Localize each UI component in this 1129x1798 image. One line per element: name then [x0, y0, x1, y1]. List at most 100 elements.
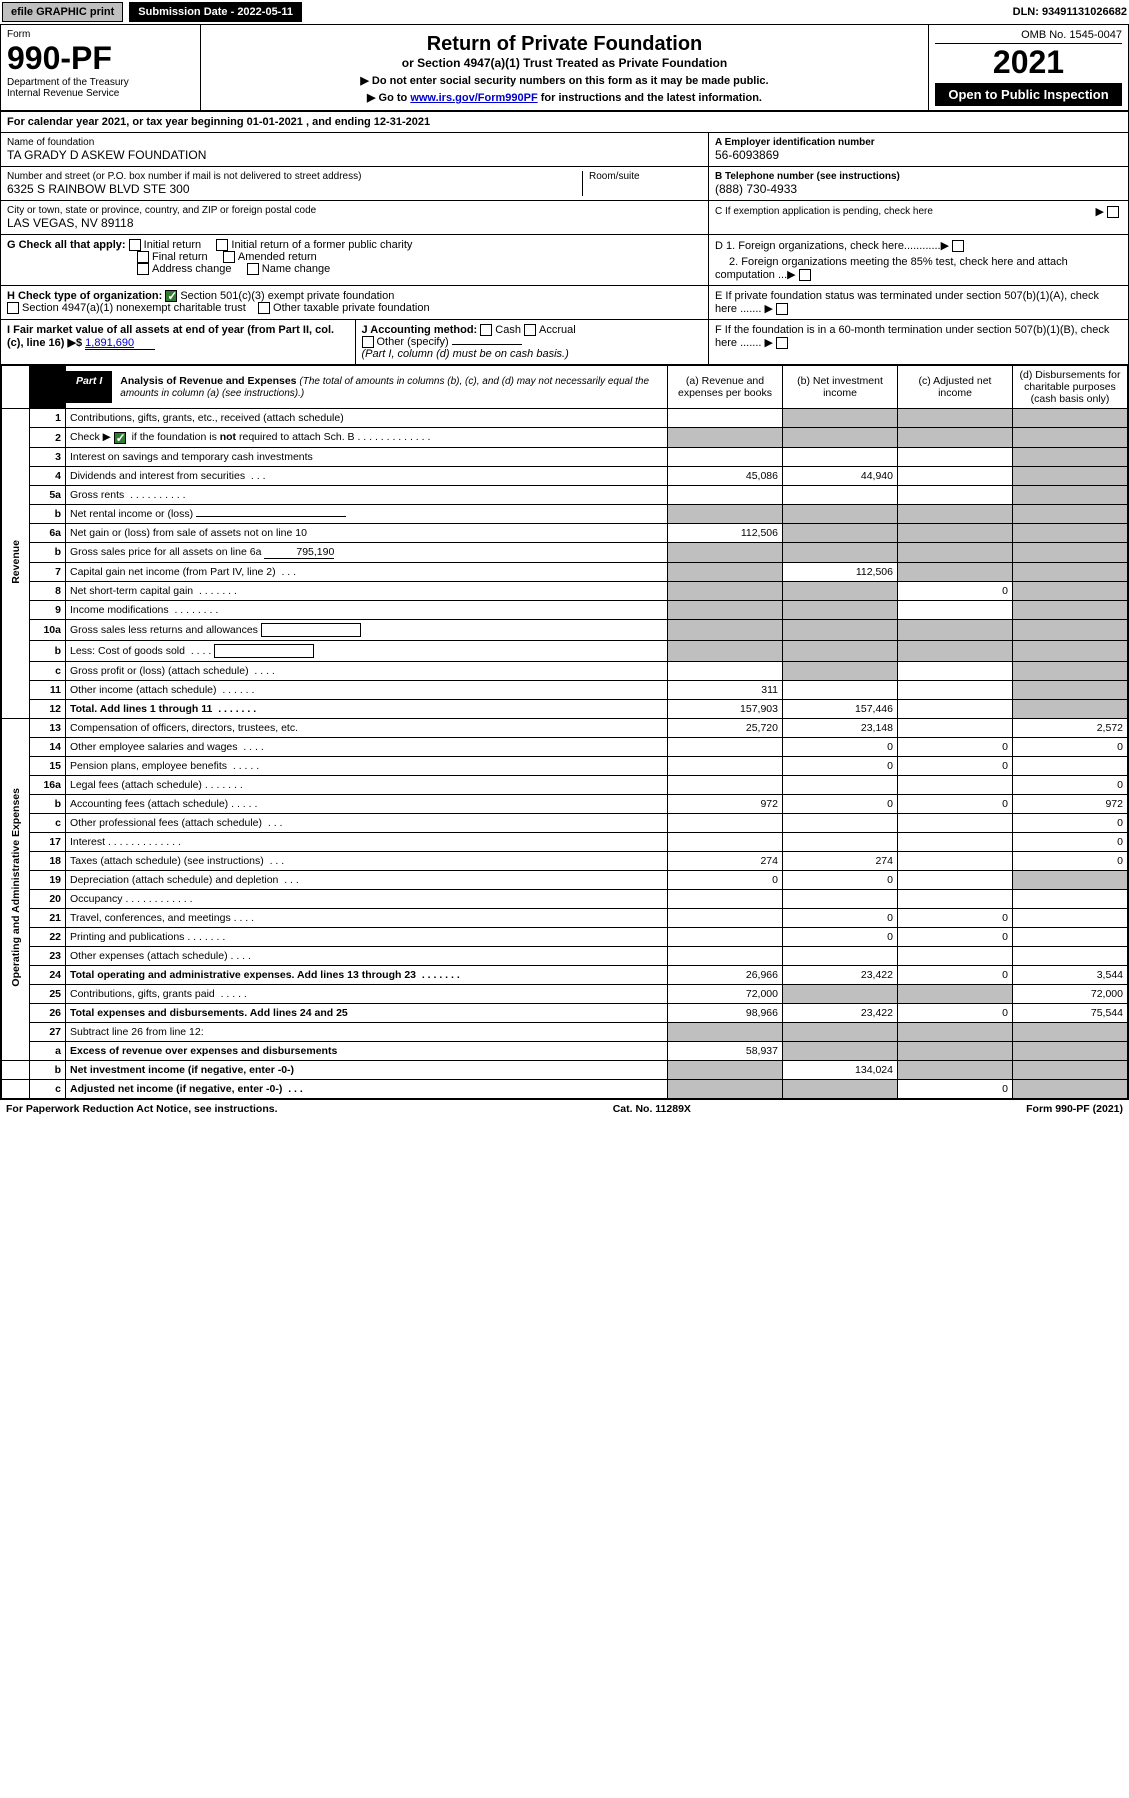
line-10c-desc: Gross profit or (loss) (attach schedule)…: [66, 661, 668, 680]
tax-year: 2021: [935, 44, 1122, 81]
line-3-desc: Interest on savings and temporary cash i…: [66, 447, 668, 466]
table-row: 17Interest . . . . . . . . . . . . .0: [2, 832, 1128, 851]
irs-label: Internal Revenue Service: [7, 88, 194, 99]
dln-label: DLN: 93491131026682: [1013, 6, 1127, 18]
e-checkbox[interactable]: [776, 303, 788, 315]
line-16a-num: 16a: [30, 775, 66, 794]
g-amended-checkbox[interactable]: [223, 251, 235, 263]
line-4-a: 45,086: [668, 466, 783, 485]
table-row: 10aGross sales less returns and allowanc…: [2, 619, 1128, 640]
line-24-d: 3,544: [1013, 965, 1128, 984]
line-10c-num: c: [30, 661, 66, 680]
table-row: 5aGross rents . . . . . . . . . .: [2, 485, 1128, 504]
line-27a-num: a: [30, 1041, 66, 1060]
line-23-num: 23: [30, 946, 66, 965]
line-24-b: 23,422: [783, 965, 898, 984]
line-18-b: 274: [783, 851, 898, 870]
c-checkbox[interactable]: [1107, 206, 1119, 218]
g-former-checkbox[interactable]: [216, 239, 228, 251]
line-21-num: 21: [30, 908, 66, 927]
line-19-b: 0: [783, 870, 898, 889]
line-4-b: 44,940: [783, 466, 898, 485]
line-26-b: 23,422: [783, 1003, 898, 1022]
note-goto-pre: ▶ Go to: [367, 92, 410, 104]
line-6b-num: b: [30, 542, 66, 562]
line-26-desc: Total expenses and disbursements. Add li…: [66, 1003, 668, 1022]
line-8-desc: Net short-term capital gain . . . . . . …: [66, 581, 668, 600]
line-16b-a: 972: [668, 794, 783, 813]
line-16c-desc: Other professional fees (attach schedule…: [66, 813, 668, 832]
line-18-d: 0: [1013, 851, 1128, 870]
line-27-desc: Subtract line 26 from line 12:: [66, 1022, 668, 1041]
line-18-desc: Taxes (attach schedule) (see instruction…: [66, 851, 668, 870]
table-row: 6aNet gain or (loss) from sale of assets…: [2, 523, 1128, 542]
form-word: Form: [7, 29, 194, 40]
line-22-b: 0: [783, 927, 898, 946]
j-label: J Accounting method:: [362, 324, 478, 336]
j-cash-checkbox[interactable]: [480, 324, 492, 336]
line-2-desc: Check ▶ if the foundation is not require…: [66, 428, 668, 447]
h-other-checkbox[interactable]: [258, 302, 270, 314]
j-other-checkbox[interactable]: [362, 336, 374, 348]
schb-checkbox[interactable]: [114, 432, 126, 444]
line-16c-num: c: [30, 813, 66, 832]
line-17-desc: Interest . . . . . . . . . . . . .: [66, 832, 668, 851]
g-initial-checkbox[interactable]: [129, 239, 141, 251]
table-row: 18Taxes (attach schedule) (see instructi…: [2, 851, 1128, 870]
foundation-address: 6325 S RAINBOW BLVD STE 300: [7, 182, 582, 196]
line-12-b: 157,446: [783, 699, 898, 718]
table-row: 25Contributions, gifts, grants paid . . …: [2, 984, 1128, 1003]
line-9-desc: Income modifications . . . . . . . .: [66, 600, 668, 619]
ein-value: 56-6093869: [715, 148, 1122, 162]
line-17-d: 0: [1013, 832, 1128, 851]
form-title: Return of Private Foundation: [207, 33, 922, 56]
part1-tag: Part I: [66, 371, 112, 403]
g-opt-3: Initial return of a former public charit…: [231, 239, 412, 251]
line-21-b: 0: [783, 908, 898, 927]
line-27c-num: c: [30, 1079, 66, 1098]
line-23-desc: Other expenses (attach schedule) . . . .: [66, 946, 668, 965]
line-26-a: 98,966: [668, 1003, 783, 1022]
d1-checkbox[interactable]: [952, 240, 964, 252]
table-row: 15Pension plans, employee benefits . . .…: [2, 756, 1128, 775]
line-24-num: 24: [30, 965, 66, 984]
footer-right: Form 990-PF (2021): [1026, 1103, 1123, 1115]
line-6b-inline: 795,190: [264, 546, 334, 559]
line-13-desc: Compensation of officers, directors, tru…: [66, 718, 668, 737]
efile-badge: efile GRAPHIC print: [2, 2, 123, 22]
line-5b-num: b: [30, 504, 66, 523]
f-checkbox[interactable]: [776, 337, 788, 349]
line-15-c: 0: [898, 756, 1013, 775]
line-21-c: 0: [898, 908, 1013, 927]
line-2-num: 2: [30, 428, 66, 447]
line-13-a: 25,720: [668, 718, 783, 737]
line-27b-num: b: [30, 1060, 66, 1079]
line-26-c: 0: [898, 1003, 1013, 1022]
g-name-checkbox[interactable]: [247, 263, 259, 275]
line-27c-desc: Adjusted net income (if negative, enter …: [66, 1079, 668, 1098]
d2-label: 2. Foreign organizations meeting the 85%…: [715, 256, 1068, 281]
table-row: 4Dividends and interest from securities …: [2, 466, 1128, 485]
line-25-num: 25: [30, 984, 66, 1003]
line-7-b: 112,506: [783, 562, 898, 581]
h-4947-checkbox[interactable]: [7, 302, 19, 314]
form990pf-link[interactable]: www.irs.gov/Form990PF: [410, 92, 537, 104]
j-accrual-checkbox[interactable]: [524, 324, 536, 336]
d2-checkbox[interactable]: [799, 269, 811, 281]
line-25-desc: Contributions, gifts, grants paid . . . …: [66, 984, 668, 1003]
table-row: 3Interest on savings and temporary cash …: [2, 447, 1128, 466]
h-label: H Check type of organization:: [7, 290, 162, 302]
c-label: C If exemption application is pending, c…: [715, 206, 933, 217]
footer-left: For Paperwork Reduction Act Notice, see …: [6, 1103, 278, 1115]
line-7-desc: Capital gain net income (from Part IV, l…: [66, 562, 668, 581]
line-26-num: 26: [30, 1003, 66, 1022]
g-address-checkbox[interactable]: [137, 263, 149, 275]
h-opt-1: Section 501(c)(3) exempt private foundat…: [180, 290, 394, 302]
g-final-checkbox[interactable]: [137, 251, 149, 263]
h-opt-2: Section 4947(a)(1) nonexempt charitable …: [22, 302, 246, 314]
line-16a-desc: Legal fees (attach schedule) . . . . . .…: [66, 775, 668, 794]
h-501c3-checkbox[interactable]: [165, 290, 177, 302]
line-24-desc: Total operating and administrative expen…: [66, 965, 668, 984]
table-row: 8Net short-term capital gain . . . . . .…: [2, 581, 1128, 600]
table-row: 24Total operating and administrative exp…: [2, 965, 1128, 984]
